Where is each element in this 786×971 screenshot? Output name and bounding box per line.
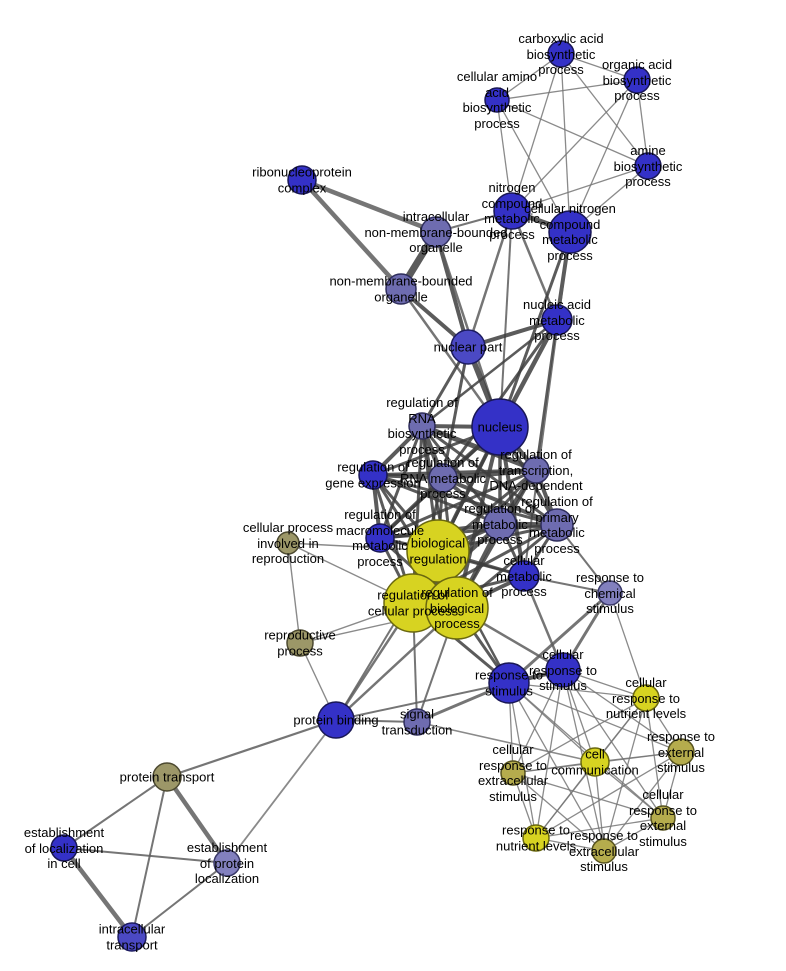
node-s1[interactable] [317, 701, 355, 739]
edge-b1-b3 [165, 775, 229, 865]
node-t2[interactable] [623, 66, 651, 94]
edge-b2-b3 [63, 847, 228, 864]
edge-c4-c8 [442, 476, 558, 527]
node-b1[interactable] [152, 762, 182, 792]
edge-r1-r2 [508, 591, 611, 685]
edge-t2-t5 [511, 79, 638, 212]
node-r6[interactable] [580, 747, 610, 777]
node-b2[interactable] [50, 834, 78, 862]
node-c4[interactable] [428, 463, 458, 493]
edge-b2-b4 [62, 846, 134, 939]
node-t6[interactable] [548, 210, 592, 254]
node-r8[interactable] [522, 824, 550, 852]
node-c6[interactable] [365, 523, 395, 553]
edge-r3-r10 [562, 669, 664, 819]
edge-b1-b4 [131, 776, 168, 938]
node-t7[interactable] [287, 165, 317, 195]
edge-t10-c2 [421, 319, 558, 427]
node-t8[interactable] [420, 216, 452, 248]
edge-r6-r9 [594, 761, 605, 852]
edge-c2-c3 [421, 423, 537, 473]
node-r10[interactable] [650, 805, 676, 831]
edge-t6-c1 [498, 231, 572, 428]
edge-t2-t6 [569, 79, 638, 233]
edge-b1-b2 [63, 776, 168, 849]
edge-r4-r7 [512, 697, 647, 774]
node-c10[interactable] [508, 560, 540, 592]
node-p1[interactable] [276, 531, 300, 555]
node-c8[interactable] [540, 508, 574, 542]
node-b4[interactable] [117, 922, 147, 952]
edge-t1-t5 [511, 53, 562, 212]
node-c1[interactable] [471, 398, 529, 456]
edge-t2-t4 [636, 79, 649, 167]
edge-t5-c1 [499, 210, 513, 428]
edge-s2-r6 [416, 721, 596, 763]
node-c9[interactable] [406, 519, 470, 583]
edge-t10-c3 [534, 319, 559, 471]
node-r3[interactable] [545, 652, 581, 688]
edge-t1-t4 [560, 53, 649, 167]
edge-t7-t9 [300, 178, 403, 291]
edge-r7-r9 [512, 772, 605, 852]
edge-r8-r10 [535, 817, 664, 839]
node-s2[interactable] [403, 708, 431, 736]
node-c7[interactable] [483, 507, 517, 541]
node-t11[interactable] [450, 329, 486, 365]
node-r7[interactable] [500, 760, 526, 786]
edge-c5-c8 [372, 473, 558, 527]
edge-r2-s1 [335, 682, 510, 721]
edge-t4-t5 [511, 165, 649, 212]
node-t9[interactable] [385, 273, 417, 305]
edge-t2-t3 [496, 79, 638, 101]
edge-c6-c8 [379, 523, 558, 540]
edge-r3-r7 [512, 669, 564, 774]
edge-r5-r8 [535, 751, 682, 839]
edge-r7-r10 [512, 772, 664, 819]
node-r9[interactable] [591, 838, 617, 864]
node-r2[interactable] [488, 662, 530, 704]
edge-r4-r10 [645, 697, 664, 819]
edge-t3-t6 [496, 99, 571, 233]
edge-t3-t4 [496, 99, 649, 167]
edge-s1-b1 [166, 718, 337, 779]
edge-b3-b4 [131, 862, 228, 938]
edge-c5-c7 [372, 473, 501, 526]
edge-p1-p2 [287, 542, 301, 644]
edge-r6-r8 [535, 761, 596, 839]
node-p2[interactable] [286, 629, 314, 657]
edge-t5-t11 [466, 210, 514, 348]
node-c3[interactable] [522, 456, 550, 484]
node-t3[interactable] [484, 87, 510, 113]
edge-t1-t6 [560, 53, 571, 233]
edge-r2-r8 [508, 682, 537, 839]
node-r1[interactable] [597, 580, 623, 606]
node-c5[interactable] [358, 460, 388, 490]
node-c2[interactable] [408, 412, 436, 440]
edge-r1-r4 [609, 592, 647, 699]
node-r4[interactable] [632, 684, 660, 712]
node-t10[interactable] [541, 304, 573, 336]
edge-r4-r9 [603, 697, 647, 852]
edge-s1-b3 [226, 719, 337, 864]
node-b3[interactable] [213, 849, 241, 877]
node-t4[interactable] [634, 152, 662, 180]
edge-r3-r8 [535, 669, 564, 839]
edge-t5-t10 [510, 210, 559, 321]
edge-t7-t8 [301, 177, 437, 235]
node-t5[interactable] [493, 192, 531, 230]
node-t1[interactable] [547, 40, 575, 68]
node-c12[interactable] [425, 576, 489, 640]
node-r5[interactable] [667, 738, 695, 766]
